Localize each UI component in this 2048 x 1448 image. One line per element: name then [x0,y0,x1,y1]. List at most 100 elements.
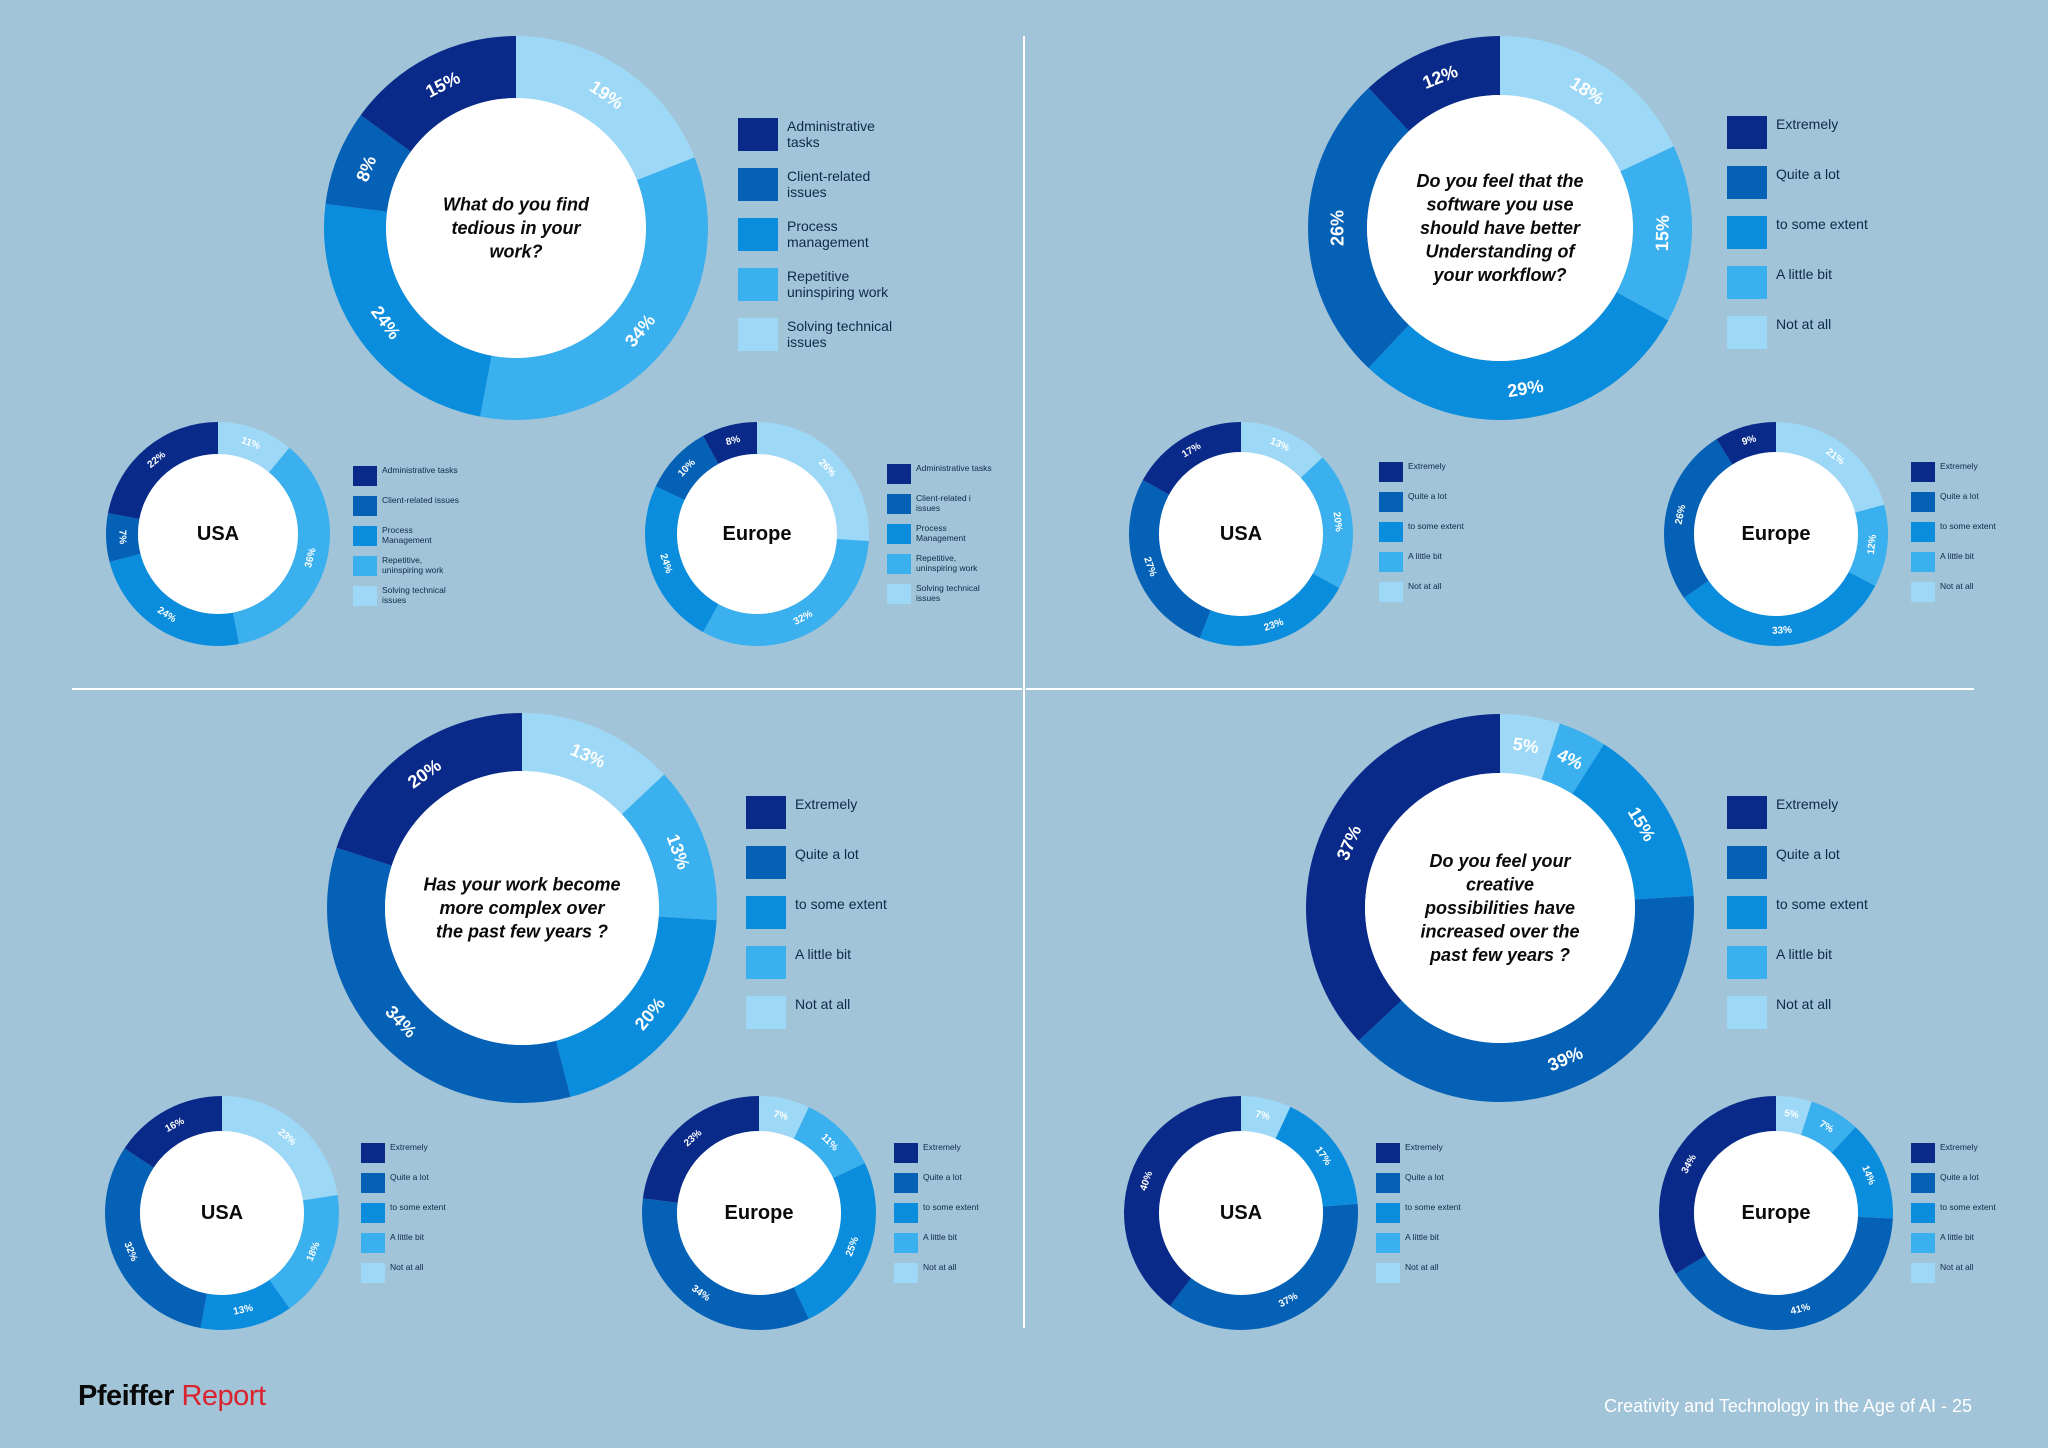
legend-swatch [894,1263,918,1283]
legend-item: Administrative tasks [887,463,996,494]
slice-label-q4-4: 5% [1511,734,1540,758]
legend-swatch [738,118,778,151]
legend-swatch [1727,996,1767,1029]
slice-q1-europe-1 [655,435,719,500]
chart-title-q1: What do you find tedious in your work? [443,195,590,262]
slice-q3-usa-3 [269,1195,339,1309]
legend-item: Quite a lot [1727,846,1868,896]
legend-item: Administrative tasks [738,118,907,168]
legend-swatch [738,318,778,351]
legend-label: to some extent [923,1202,979,1212]
legend-item: Not at all [1911,1262,1996,1293]
legend-label: Solving technical issues [916,583,980,603]
legend-item: Repetitive, uninspiring work [887,553,996,584]
slice-q3-europe-3 [793,1107,865,1179]
legend-swatch [1727,266,1767,299]
slice-q2-europe-0 [1716,422,1776,465]
legend-item: A little bit [1911,551,1996,582]
legend-label: Repetitive, uninspiring work [382,555,444,575]
legend-item: to some extent [1727,216,1868,266]
slice-q2-4 [1500,36,1674,172]
legend-q3-usa: Extremely Quite a lot to some extent A litt… [361,1142,446,1293]
legend-swatch [361,1263,385,1283]
legend-label: Not at all [923,1262,957,1272]
legend-label: Quite a lot [795,846,859,862]
legend-item: Process management [738,218,907,268]
legend-item: Quite a lot [361,1172,446,1203]
legend-item: Not at all [1727,996,1868,1046]
slice-label-q4-europe-1: 41% [1789,1302,1811,1318]
legend-item: Client-related issues [738,168,907,218]
legend-label: Quite a lot [1408,491,1447,501]
legend-label: Process Management [382,525,432,545]
center-disc-q1-europe [677,454,837,614]
legend-swatch [1727,846,1767,879]
legend-item: to some extent [1911,1202,1996,1233]
slice-label-q2-3: 15% [1652,215,1673,252]
legend-swatch [887,554,911,574]
legend-swatch [1727,216,1767,249]
legend-item: A little bit [1376,1232,1461,1263]
legend-swatch [353,586,377,606]
center-disc-q4-europe [1694,1131,1858,1295]
legend-label: A little bit [1405,1232,1440,1242]
slice-q4-europe-0 [1659,1096,1776,1274]
slice-label-q4-usa-4: 7% [1254,1109,1271,1123]
legend-swatch [738,168,778,201]
slice-q4-europe-1 [1675,1216,1893,1331]
legend-label: Not at all [390,1262,424,1272]
legend-label: Extremely [795,796,858,812]
vertical-divider [1023,36,1025,1328]
legend-q1: Administrative tasks Client-related issue… [738,118,907,368]
legend-label: Process management [787,218,869,251]
legend-label: Not at all [795,996,851,1012]
legend-item: to some extent [746,896,887,946]
legend-label: Not at all [1408,581,1442,591]
legend-swatch [361,1203,385,1223]
legend-label: to some extent [1776,896,1868,912]
legend-item: Quite a lot [1911,491,1996,522]
legend-item: A little bit [1727,266,1868,316]
legend-item: Quite a lot [1727,166,1868,216]
legend-swatch [1727,946,1767,979]
legend-item: Client-related issues [353,495,462,526]
legend-label: to some extent [1940,521,1996,531]
legend-label: Extremely [1405,1142,1443,1152]
legend-item: Quite a lot [894,1172,979,1203]
slice-q2-usa-1 [1129,480,1211,639]
legend-swatch [1379,462,1403,482]
slice-q4-europe-2 [1831,1127,1893,1219]
legend-item: Extremely [1727,796,1868,846]
legend-label: A little bit [1408,551,1443,561]
legend-swatch [361,1233,385,1253]
legend-item: A little bit [746,946,887,996]
chart-title-q1-usa: USA [197,523,239,545]
slice-q2-usa-2 [1199,573,1340,646]
legend-swatch [1376,1203,1400,1223]
legend-label: A little bit [1940,551,1975,561]
center-disc-q4 [1365,773,1635,1043]
legend-item: to some extent [1379,521,1464,552]
legend-swatch [887,524,911,544]
legend-item: Not at all [1379,581,1464,612]
center-disc-q2 [1367,95,1633,361]
legend-swatch [887,494,911,514]
legend-item: Extremely [1379,461,1464,492]
center-disc-q1 [386,98,646,358]
legend-label: to some extent [1405,1202,1461,1212]
legend-swatch [1911,1173,1935,1193]
slice-q3-europe-4 [759,1096,809,1139]
center-disc-q2-europe [1694,452,1858,616]
slice-q1-europe-3 [703,539,869,646]
legend-swatch [353,466,377,486]
center-disc-q2-usa [1159,452,1323,616]
legend-label: Administrative tasks [382,465,458,475]
legend-item: Process Management [887,523,996,554]
legend-item: Administrative tasks [353,465,462,496]
legend-label: Extremely [923,1142,961,1152]
legend-label: Repetitive, uninspiring work [916,553,978,573]
legend-item: Not at all [361,1262,446,1293]
legend-label: Quite a lot [923,1172,962,1182]
